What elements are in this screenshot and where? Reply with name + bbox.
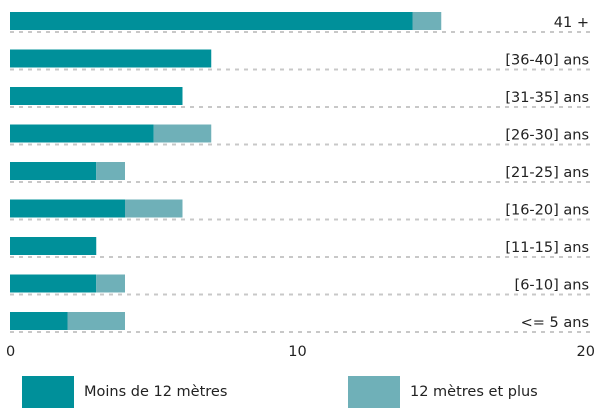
- category-label: <= 5 ans: [521, 315, 589, 331]
- category-label: [31-35] ans: [505, 90, 589, 106]
- bar-moins-12m: [10, 274, 97, 293]
- x-tick-label: 10: [288, 344, 306, 360]
- bar-moins-12m: [10, 49, 212, 68]
- category-label: 41 +: [554, 15, 589, 31]
- category-label: [21-25] ans: [505, 165, 589, 181]
- bar-moins-12m: [10, 162, 97, 180]
- x-tick-label: 20: [577, 344, 595, 360]
- bar-moins-12m: [10, 87, 183, 105]
- bar-12m-plus: [96, 162, 125, 180]
- legend-swatch-series-1: [22, 376, 74, 408]
- category-label: [16-20] ans: [505, 203, 589, 219]
- category-label: [11-15] ans: [505, 240, 589, 256]
- legend-item-series-1: Moins de 12 mètres: [22, 376, 227, 408]
- category-label: [6-10] ans: [515, 278, 589, 294]
- legend-label-series-2: 12 mètres et plus: [410, 384, 538, 400]
- bar-moins-12m: [10, 124, 154, 143]
- bar-chart: 41 + [36-40] ans [31-35] ans [26-30] ans [21…: [6, 12, 595, 360]
- legend: Moins de 12 mètres 12 mètres et plus: [0, 376, 595, 408]
- bar-moins-12m: [10, 312, 68, 330]
- bar-12m-plus: [96, 274, 125, 293]
- bar-12m-plus: [153, 124, 212, 143]
- legend-item-series-2: 12 mètres et plus: [348, 376, 538, 408]
- category-label: [36-40] ans: [505, 53, 589, 69]
- legend-label-series-1: Moins de 12 mètres: [84, 384, 228, 400]
- x-tick-label: 0: [6, 344, 15, 360]
- bar-12m-plus: [412, 12, 442, 30]
- category-label: [26-30] ans: [505, 128, 589, 144]
- bar-moins-12m: [10, 237, 97, 255]
- bar-moins-12m: [10, 12, 413, 30]
- bar-12m-plus: [67, 312, 125, 330]
- bar-moins-12m: [10, 199, 125, 218]
- bar-12m-plus: [125, 199, 183, 218]
- legend-swatch-series-2: [348, 376, 400, 408]
